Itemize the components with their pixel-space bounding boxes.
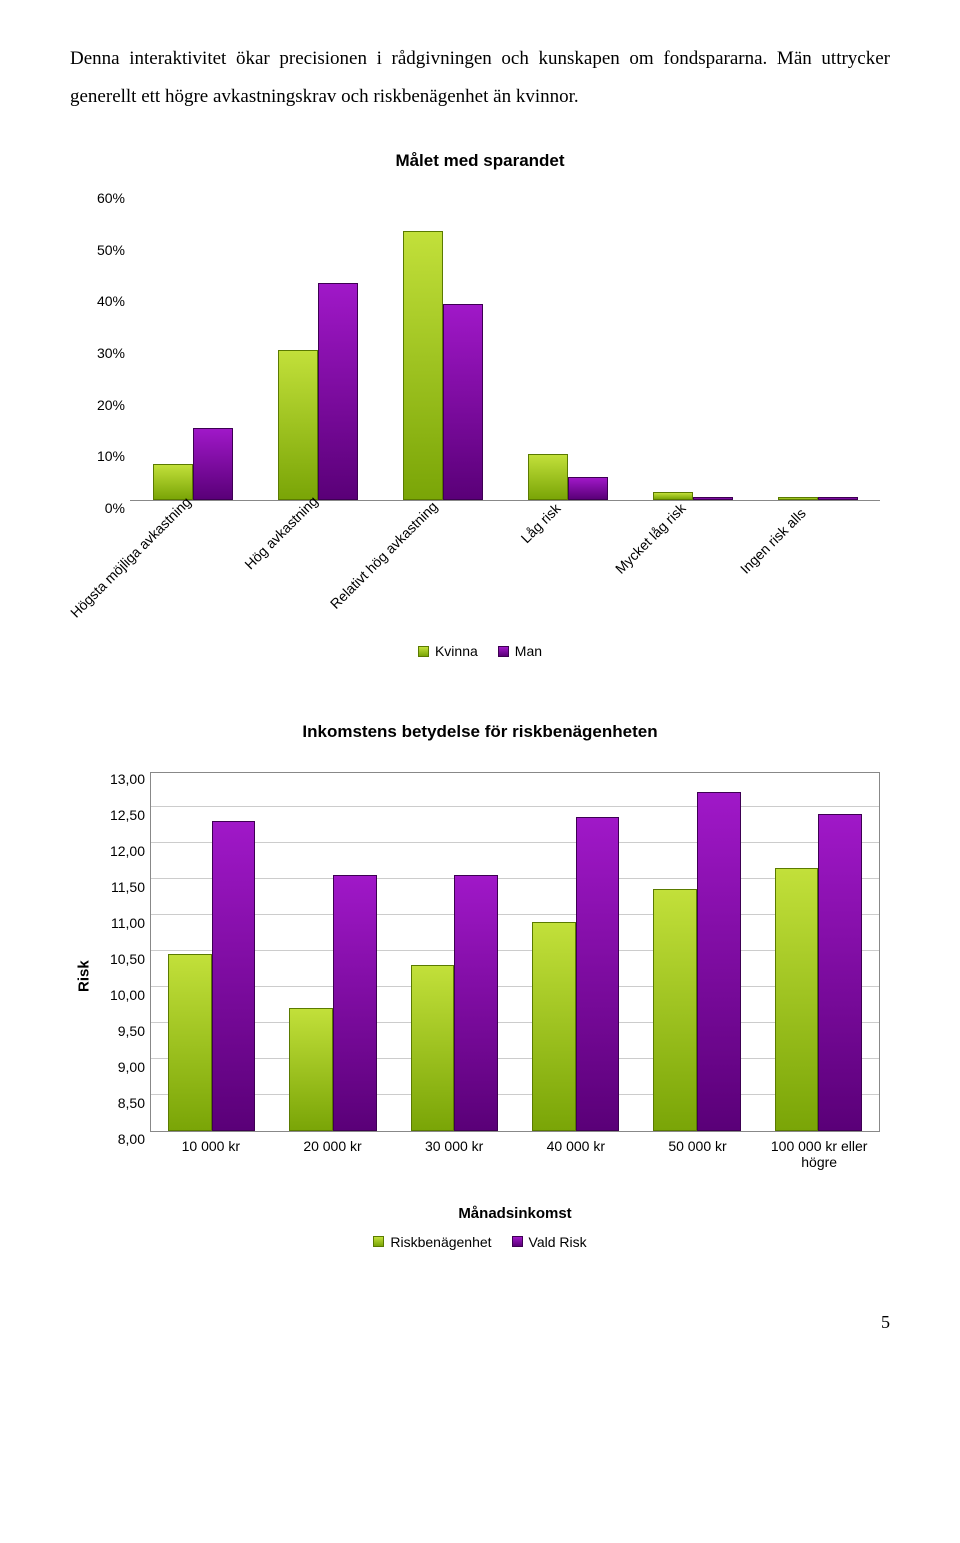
chart1-bar [153, 464, 193, 500]
chart1-legend-item: Man [498, 643, 542, 659]
chart2-bar [454, 875, 498, 1131]
chart2-bar [333, 875, 377, 1131]
chart1-bar [693, 497, 733, 500]
chart2-ytick: 11,00 [100, 915, 145, 931]
chart1-ytick: 50% [70, 242, 125, 258]
chart2-gridline [151, 1022, 879, 1023]
chart2-ytick: 9,50 [100, 1023, 145, 1039]
legend-label: Man [515, 643, 542, 659]
page-number: 5 [70, 1312, 890, 1333]
chart2-ylabel: Risk [76, 960, 93, 992]
chart1-bar [193, 428, 233, 500]
chart2-bar [653, 889, 697, 1130]
chart1-bar [443, 304, 483, 500]
legend-swatch [498, 646, 509, 657]
chart2-gridline [151, 986, 879, 987]
chart2-gridline [151, 950, 879, 951]
chart2-plot-area: Risk Månadsinkomst 10 000 kr20 000 kr30 … [70, 762, 890, 1222]
chart2-gridline [151, 1094, 879, 1095]
chart1-xlabel: Hög avkastning [241, 493, 321, 573]
chart2-gridline [151, 1058, 879, 1059]
chart2-legend-item: Vald Risk [512, 1234, 587, 1250]
chart2-xlabel: 40 000 kr [515, 1138, 637, 1155]
chart2-bar [697, 792, 741, 1130]
chart1-container: Målet med sparandet Högsta möjliga avkas… [70, 151, 890, 662]
chart1-legend-item: Kvinna [418, 643, 478, 659]
chart2-xlabel: 30 000 kr [393, 1138, 515, 1155]
chart2-ytick: 8,00 [100, 1131, 145, 1147]
chart2-bar [818, 814, 862, 1131]
chart1-bar [568, 477, 608, 500]
chart1-xlabel: Låg risk [517, 500, 563, 546]
chart2-gridline [151, 914, 879, 915]
chart2-gridline [151, 842, 879, 843]
chart1-bar [818, 497, 858, 500]
chart1-xlabel: Ingen risk alls [736, 505, 808, 577]
legend-swatch [418, 646, 429, 657]
chart1-bar [528, 454, 568, 501]
chart2-bar [168, 954, 212, 1130]
chart1-legend: Kvinna Man [70, 643, 890, 662]
chart2-ytick: 10,50 [100, 951, 145, 967]
chart2-xlabel: 20 000 kr [272, 1138, 394, 1155]
chart2-bar [212, 821, 256, 1131]
chart2-ytick: 9,00 [100, 1059, 145, 1075]
chart1-bar [778, 497, 818, 500]
chart2-ytick: 11,50 [100, 879, 145, 895]
chart2-xlabel: Månadsinkomst [150, 1205, 880, 1222]
chart1-bar [653, 492, 693, 500]
chart2-xlabel: 10 000 kr [150, 1138, 272, 1155]
chart1-xlabel: Mycket låg risk [611, 500, 688, 577]
chart1-bar [278, 350, 318, 500]
chart2-ytick: 10,00 [100, 987, 145, 1003]
chart2-gridline [151, 878, 879, 879]
legend-label: Riskbenägenhet [390, 1234, 491, 1250]
chart2-legend: Riskbenägenhet Vald Risk [70, 1234, 890, 1253]
chart1-ytick: 30% [70, 345, 125, 361]
chart2-bar [775, 868, 819, 1131]
chart2-xlabel: 100 000 kr ellerhögre [758, 1138, 880, 1172]
chart1-ytick: 10% [70, 448, 125, 464]
chart1-bar [403, 231, 443, 500]
chart2-ytick: 12,50 [100, 807, 145, 823]
intro-paragraph: Denna interaktivitet ökar precisionen i … [70, 40, 890, 116]
chart2-bar [576, 817, 620, 1130]
chart2-legend-item: Riskbenägenhet [373, 1234, 491, 1250]
chart1-bar [318, 283, 358, 500]
chart2-title: Inkomstens betydelse för riskbenägenhete… [70, 722, 890, 742]
chart2-bar [411, 965, 455, 1131]
legend-swatch [512, 1236, 523, 1247]
legend-label: Vald Risk [529, 1234, 587, 1250]
chart1-title: Målet med sparandet [70, 151, 890, 171]
legend-label: Kvinna [435, 643, 478, 659]
chart1-ytick: 20% [70, 397, 125, 413]
chart1-ytick: 40% [70, 293, 125, 309]
chart2-container: Inkomstens betydelse för riskbenägenhete… [70, 722, 890, 1253]
chart2-ytick: 8,50 [100, 1095, 145, 1111]
chart1-plot-area: Högsta möjliga avkastningHög avkastningR… [70, 191, 890, 631]
chart2-ytick: 13,00 [100, 771, 145, 787]
chart2-bar [532, 922, 576, 1131]
legend-swatch [373, 1236, 384, 1247]
chart1-ytick: 60% [70, 190, 125, 206]
chart1-ytick: 0% [70, 500, 125, 516]
chart2-ytick: 12,00 [100, 843, 145, 859]
chart2-xlabel: 50 000 kr [637, 1138, 759, 1155]
chart1-xlabel: Relativt hög avkastning [326, 498, 440, 612]
chart2-bar [289, 1008, 333, 1130]
chart2-gridline [151, 806, 879, 807]
